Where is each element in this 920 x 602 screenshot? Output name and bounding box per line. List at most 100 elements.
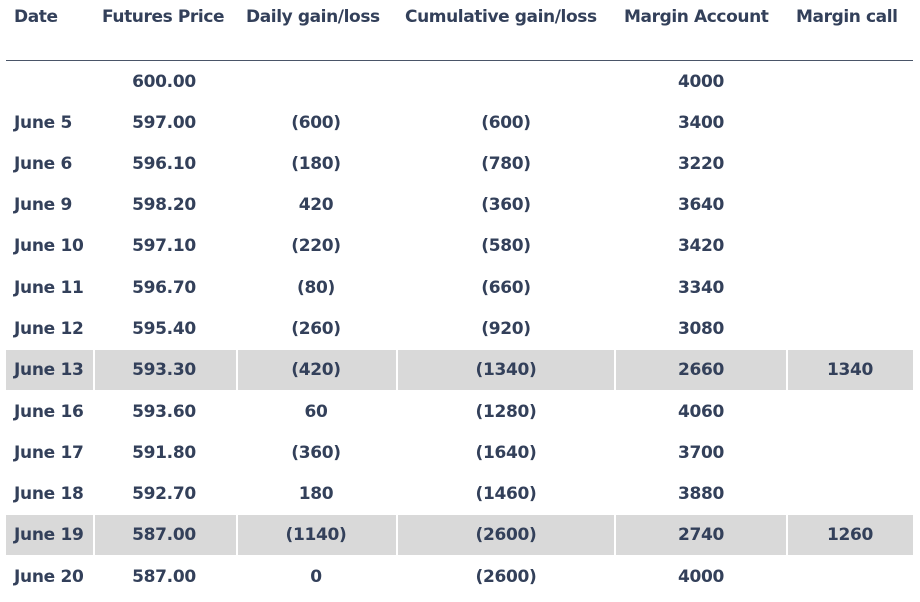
- cell-daily-gain-loss: (80): [297, 278, 335, 298]
- cell-futures-price: 600.00: [132, 72, 196, 92]
- cell-date: June 12: [14, 319, 84, 339]
- cell-cumulative-gain-loss: (600): [481, 113, 531, 133]
- header-daily-gain-loss: Daily gain/loss: [246, 7, 380, 27]
- table-row: June 5 597.00 (600) (600) 3400: [6, 103, 913, 143]
- cell-margin-account: 2740: [677, 525, 725, 545]
- cell-cumulative-gain-loss: (920): [481, 319, 531, 339]
- cell-margin-account: 3220: [677, 154, 725, 174]
- cell-daily-gain-loss: 60: [304, 402, 328, 422]
- cell-margin-account: 4060: [677, 402, 725, 422]
- cell-separator: [396, 350, 398, 390]
- cell-margin-call: [790, 144, 910, 184]
- cell-margin-call: [790, 433, 910, 473]
- cell-daily-gain-loss: (1140): [285, 525, 347, 545]
- cell-daily-gain-loss: (220): [291, 236, 341, 256]
- cell-margin-call: [790, 392, 910, 432]
- cell-cumulative-gain-loss: (1280): [475, 402, 537, 422]
- cell-cumulative-gain-loss: (360): [481, 195, 531, 215]
- header-date: Date: [14, 7, 58, 27]
- cell-cumulative-gain-loss: (780): [481, 154, 531, 174]
- table-row: 600.00 4000: [6, 62, 913, 102]
- cell-cumulative-gain-loss: (2600): [475, 525, 537, 545]
- cell-futures-price: 598.20: [132, 195, 196, 215]
- cell-date: June 5: [14, 113, 73, 133]
- cell-separator: [786, 515, 788, 555]
- table-header: Date Futures Price Daily gain/loss Cumul…: [0, 0, 920, 60]
- cell-futures-price: 595.40: [132, 319, 196, 339]
- cell-daily-gain-loss: [254, 62, 378, 102]
- cell-futures-price: 587.00: [132, 567, 196, 587]
- cell-margin-call: [790, 268, 910, 308]
- cell-futures-price: 597.10: [132, 236, 196, 256]
- cell-margin-call: [790, 62, 910, 102]
- table-row: June 10 597.10 (220) (580) 3420: [6, 226, 913, 266]
- cell-margin-call: 1340: [826, 360, 874, 380]
- cell-futures-price: 596.70: [132, 278, 196, 298]
- cell-date: June 19: [14, 525, 84, 545]
- cell-margin-account: 2660: [677, 360, 725, 380]
- cell-futures-price: 597.00: [132, 113, 196, 133]
- cell-date: June 6: [14, 154, 73, 174]
- cell-daily-gain-loss: 420: [298, 195, 334, 215]
- cell-futures-price: 596.10: [132, 154, 196, 174]
- table-row: June 17 591.80 (360) (1640) 3700: [6, 433, 913, 473]
- cell-margin-call: [790, 226, 910, 266]
- cell-margin-call: [790, 103, 910, 143]
- cell-daily-gain-loss: 0: [310, 567, 322, 587]
- cell-daily-gain-loss: (420): [291, 360, 341, 380]
- cell-futures-price: 591.80: [132, 443, 196, 463]
- cell-futures-price: 592.70: [132, 484, 196, 504]
- cell-separator: [614, 350, 616, 390]
- cell-date: June 17: [14, 443, 84, 463]
- cell-cumulative-gain-loss: [416, 62, 596, 102]
- cell-date: June 10: [14, 236, 84, 256]
- cell-daily-gain-loss: (600): [291, 113, 341, 133]
- cell-cumulative-gain-loss: (660): [481, 278, 531, 298]
- cell-separator: [786, 350, 788, 390]
- cell-margin-account: 3700: [677, 443, 725, 463]
- cell-cumulative-gain-loss: (1460): [475, 484, 537, 504]
- table-row: June 13 593.30 (420) (1340) 2660 1340: [6, 350, 913, 390]
- cell-margin-account: 3080: [677, 319, 725, 339]
- cell-date: June 18: [14, 484, 84, 504]
- cell-date: June 16: [14, 402, 84, 422]
- header-margin-account: Margin Account: [624, 7, 769, 27]
- cell-margin-account: 3400: [677, 113, 725, 133]
- cell-margin-call: [790, 474, 910, 514]
- cell-margin-call: 1260: [826, 525, 874, 545]
- table-row: June 11 596.70 (80) (660) 3340: [6, 268, 913, 308]
- cell-futures-price: 593.30: [132, 360, 196, 380]
- header-margin-call: Margin call: [796, 7, 898, 27]
- table-row: June 16 593.60 60 (1280) 4060: [6, 392, 913, 432]
- cell-margin-account: 4000: [677, 72, 725, 92]
- cell-date: June 20: [14, 567, 84, 587]
- cell-daily-gain-loss: 180: [298, 484, 334, 504]
- cell-date: June 13: [14, 360, 84, 380]
- table-row: June 20 587.00 0 (2600) 4000: [6, 557, 913, 597]
- cell-separator: [396, 515, 398, 555]
- cell-daily-gain-loss: (360): [291, 443, 341, 463]
- header-futures-price: Futures Price: [102, 7, 225, 27]
- cell-futures-price: 593.60: [132, 402, 196, 422]
- cell-separator: [93, 350, 95, 390]
- header-divider: [6, 60, 913, 61]
- cell-margin-call: [790, 309, 910, 349]
- table-row: June 18 592.70 180 (1460) 3880: [6, 474, 913, 514]
- cell-separator: [614, 515, 616, 555]
- cell-margin-account: 3640: [677, 195, 725, 215]
- table-row: June 6 596.10 (180) (780) 3220: [6, 144, 913, 184]
- table-row: June 19 587.00 (1140) (2600) 2740 1260: [6, 515, 913, 555]
- header-cumulative-gain-loss: Cumulative gain/loss: [405, 7, 597, 27]
- cell-margin-call: [790, 185, 910, 225]
- table-row: June 12 595.40 (260) (920) 3080: [6, 309, 913, 349]
- cell-date: June 9: [14, 195, 73, 215]
- cell-futures-price: 587.00: [132, 525, 196, 545]
- cell-cumulative-gain-loss: (580): [481, 236, 531, 256]
- cell-margin-account: 3340: [677, 278, 725, 298]
- cell-margin-account: 4000: [677, 567, 725, 587]
- cell-margin-account: 3880: [677, 484, 725, 504]
- cell-daily-gain-loss: (260): [291, 319, 341, 339]
- cell-separator: [93, 515, 95, 555]
- cell-separator: [236, 515, 238, 555]
